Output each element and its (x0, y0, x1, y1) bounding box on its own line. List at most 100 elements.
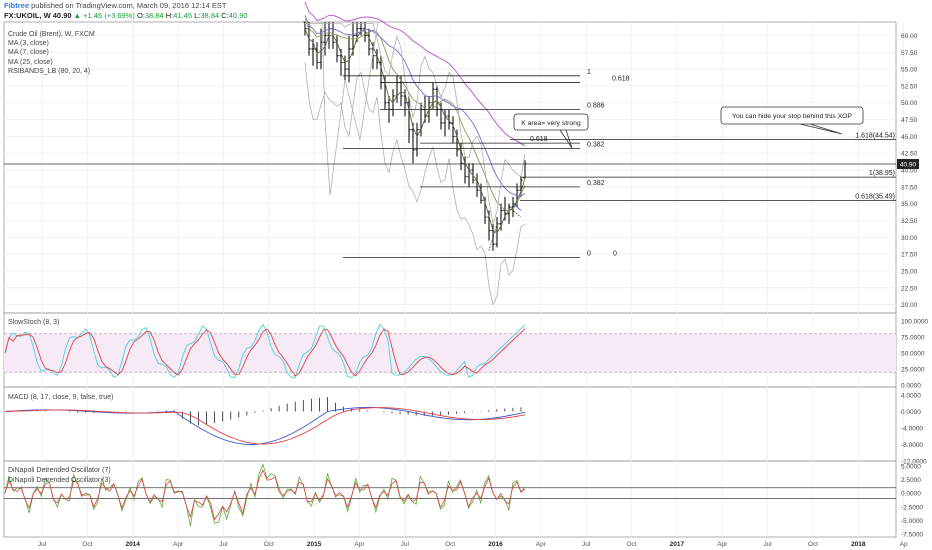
price-bar (323, 22, 327, 56)
x-tick-label: Jul (38, 541, 47, 548)
fib-label: 0.886 (587, 102, 605, 109)
x-tick-label: Oct (808, 541, 818, 548)
fib-label: 0.618 (612, 76, 630, 83)
x-tick-label: 2017 (670, 541, 685, 548)
ma3-line (304, 28, 526, 234)
fib-label: 1.618(44.54) (855, 132, 895, 139)
legend-item[interactable]: RSIBANDS_LB (80, 20, 4) (8, 67, 91, 75)
stoch-band-fill (4, 333, 896, 373)
y-tick-label: 40.00 (901, 168, 918, 175)
main-legend: Crude Oil (Brent), W, FXCM MA (3, close)… (8, 30, 95, 76)
price-bar (451, 116, 455, 144)
stoch-d-line (4, 328, 526, 377)
x-tick-label: Apr (354, 541, 365, 548)
price-bar (315, 42, 319, 70)
legend-item[interactable]: Crude Oil (Brent), W, FXCM (8, 31, 95, 38)
y-tick-label: -12.0000 (901, 459, 927, 466)
y-tick-label: 100.0000 (901, 319, 928, 326)
price-bar (415, 122, 419, 157)
stoch-k-line (4, 323, 526, 378)
price-bar (359, 22, 363, 36)
fib-label: 0.382 (587, 141, 605, 148)
legend-item[interactable]: MA (7, close) (8, 49, 49, 57)
x-tick-label: 2018 (851, 541, 866, 548)
y-tick-label: 0.0000 (901, 383, 921, 390)
fib-label: 0.382 (587, 180, 605, 187)
fib-label: 0 (613, 250, 617, 257)
pane-title: SlowStoch (8, 3) (8, 319, 59, 326)
x-tick-label: Oct (82, 541, 92, 548)
y-tick-label: 42.50 (901, 151, 918, 158)
y-tick-label: -2.5000 (901, 504, 923, 511)
x-tick-label: Oct (264, 541, 274, 548)
y-tick-label: 45.00 (901, 134, 918, 141)
callout-pointer (799, 123, 843, 135)
x-tick-label: Ap (900, 541, 908, 548)
symbol-line: FX:UKOIL, W 40.90 ▲ +1.46 (+3.69%) O:38.… (4, 11, 248, 20)
high-value: 41.45 (173, 11, 193, 20)
y-tick-label: -4.0000 (901, 426, 923, 433)
callout-text: You can hide your stop behind this XOP (732, 113, 852, 120)
fib-label: 1(38.95) (869, 170, 895, 177)
y-tick-label: 55.00 (901, 67, 918, 74)
x-tick-label: Jul (401, 541, 410, 548)
macd-line (4, 406, 526, 445)
y-tick-label: 60.00 (901, 33, 918, 40)
y-tick-label: 0.0000 (901, 409, 921, 416)
y-tick-label: 0.0000 (901, 491, 921, 498)
x-tick-label: 2015 (307, 541, 322, 548)
symbol[interactable]: FX:UKOIL, W (4, 11, 51, 20)
y-tick-label: -7.5000 (901, 532, 923, 539)
x-tick-label: Apr (173, 541, 184, 548)
y-tick-label: 52.50 (901, 83, 918, 90)
y-tick-label: -5.0000 (901, 518, 923, 525)
price-bar (411, 122, 415, 164)
band-lower-line (321, 21, 379, 196)
callout-pointer (559, 129, 573, 149)
x-tick-label: Jul (763, 541, 772, 548)
publish-info: published on TradingView.com, March 09, … (31, 1, 227, 10)
projection-line (512, 203, 522, 211)
rsibands-line (304, 15, 526, 197)
callout-xop: You can hide your stop behind this XOP (720, 106, 864, 135)
legend-item[interactable]: MA (25, close) (8, 58, 53, 66)
price-bar (363, 22, 367, 43)
fib-label: 0 (587, 250, 591, 257)
price-bar (523, 160, 527, 179)
y-tick-label: 25.00 (901, 268, 918, 275)
y-tick-label: 22.50 (901, 285, 918, 292)
pane-title: MACD (8, 17, close, 9, false, true) (8, 394, 113, 401)
fib-label: 0.618(35.49) (855, 193, 895, 200)
projection-line (508, 206, 522, 218)
band-lower-line (304, 62, 526, 306)
ma7-line (304, 18, 526, 212)
price-change: ▲ +1.46 (+3.69%) (73, 11, 135, 20)
last-price-label: 40.90 (900, 161, 917, 168)
last-price-tag (897, 158, 919, 169)
x-tick-label: 2016 (488, 541, 503, 548)
last-price: 40.90 (52, 11, 72, 20)
callout-text: K area= very strong (521, 120, 581, 127)
callout-box (720, 106, 864, 125)
x-tick-label: Oct (445, 541, 455, 548)
y-tick-label: 30.00 (901, 235, 918, 242)
dinapoli-7-line (4, 469, 526, 521)
y-tick-label: 20.00 (901, 302, 918, 309)
callout-box (513, 113, 589, 131)
price-bar (475, 173, 479, 197)
ma25-line (304, 1, 526, 147)
y-tick-label: 37.50 (901, 184, 918, 191)
y-tick-label: 35.00 (901, 201, 918, 208)
y-tick-label: 50.0000 (901, 351, 925, 358)
author-name[interactable]: Fibtree (4, 1, 30, 10)
x-tick-label: 2014 (125, 541, 140, 548)
y-tick-label: 32.50 (901, 218, 918, 225)
y-tick-label: -8.0000 (901, 442, 923, 449)
price-bar (447, 109, 451, 130)
band-upper-line (305, 22, 526, 224)
y-tick-label: 50.00 (901, 100, 918, 107)
x-tick-label: Jul (219, 541, 228, 548)
legend-item[interactable]: MA (3, close) (8, 40, 49, 48)
close-value: 40.90 (228, 11, 248, 20)
x-tick-label: Apr (536, 541, 547, 548)
